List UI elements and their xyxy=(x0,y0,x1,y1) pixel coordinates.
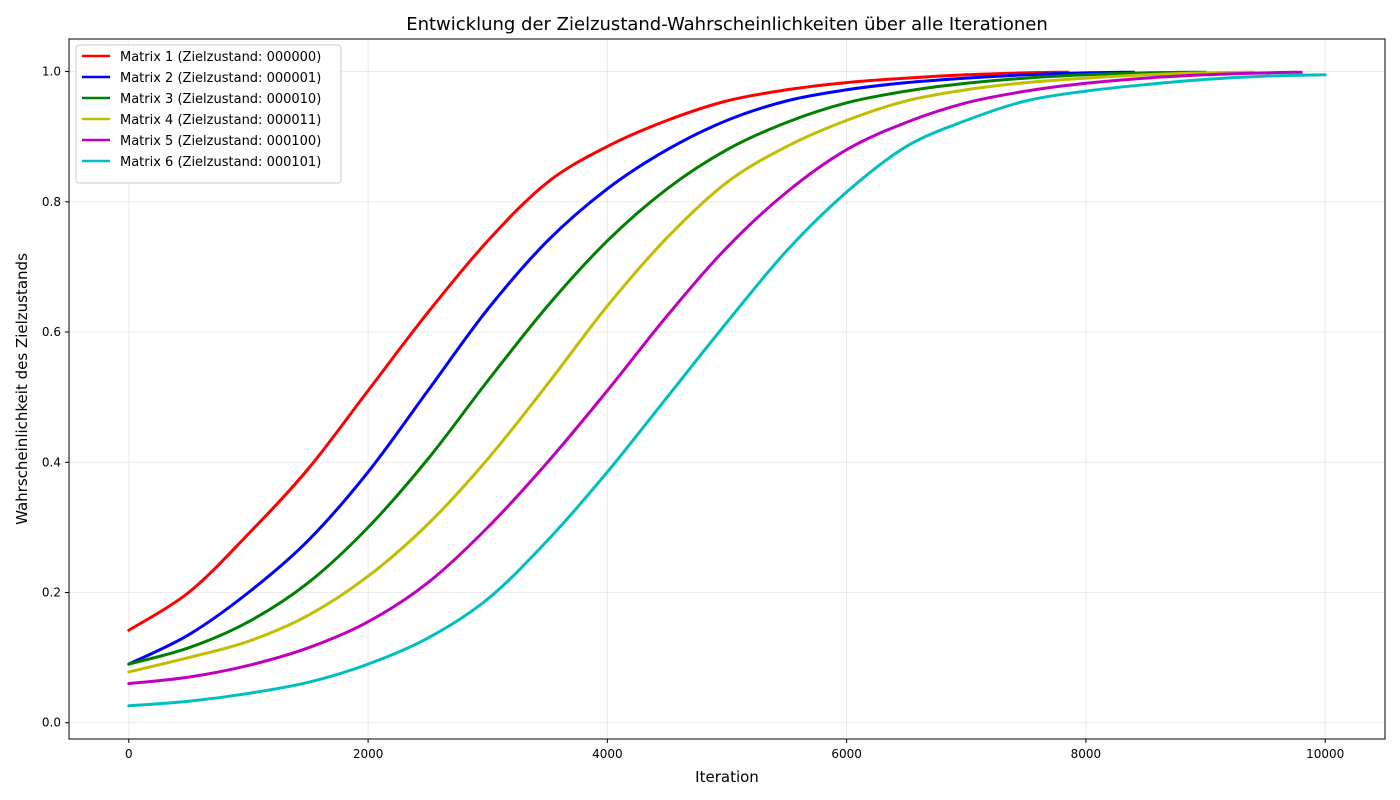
legend-entry-label: Matrix 2 (Zielzustand: 000001) xyxy=(120,71,321,86)
series-line-matrix-5 xyxy=(127,70,1303,686)
y-tick-label: 0.8 xyxy=(42,195,61,209)
plot-series xyxy=(127,70,1327,708)
x-tick-label: 0 xyxy=(125,747,133,761)
series-line-matrix-4 xyxy=(127,70,1255,674)
x-tick-label: 10000 xyxy=(1306,747,1344,761)
series-line-matrix-6 xyxy=(127,73,1327,708)
legend-entry-label: Matrix 1 (Zielzustand: 000000) xyxy=(120,50,321,65)
x-tick-label: 6000 xyxy=(831,747,862,761)
series-line-matrix-2 xyxy=(127,70,1136,666)
legend-entry-label: Matrix 5 (Zielzustand: 000100) xyxy=(120,134,321,149)
legend-entry-label: Matrix 3 (Zielzustand: 000010) xyxy=(120,92,321,107)
series-line-matrix-1 xyxy=(127,70,1070,632)
x-tick-label: 4000 xyxy=(592,747,623,761)
y-tick-label: 0.4 xyxy=(42,455,61,469)
x-tick-label: 8000 xyxy=(1071,747,1102,761)
plot-frame xyxy=(68,38,1386,740)
axis-ticks: 0 2000 4000 6000 8000 10000 0.0 0.2 0.4 0.6 0.8 1.0 xyxy=(42,65,1344,761)
legend-box xyxy=(75,44,342,184)
y-tick-label: 0.2 xyxy=(42,585,61,599)
y-axis-label: Wahrscheinlichkeit des Zielzustands xyxy=(13,253,31,525)
chart-title: Entwicklung der Zielzustand-Wahrscheinli… xyxy=(406,14,1048,35)
legend-entry-label: Matrix 6 (Zielzustand: 000101) xyxy=(120,155,321,170)
legend: Matrix 1 (Zielzustand: 000000) Matrix 2 (… xyxy=(75,44,342,184)
legend-entry-label: Matrix 4 (Zielzustand: 000011) xyxy=(120,113,321,128)
y-tick-label: 0.0 xyxy=(42,716,61,730)
x-tick-label: 2000 xyxy=(353,747,384,761)
series-line-matrix-3 xyxy=(127,70,1208,666)
y-tick-label: 1.0 xyxy=(42,65,61,79)
x-axis-label: Iteration xyxy=(695,768,759,786)
y-tick-label: 0.6 xyxy=(42,325,61,339)
